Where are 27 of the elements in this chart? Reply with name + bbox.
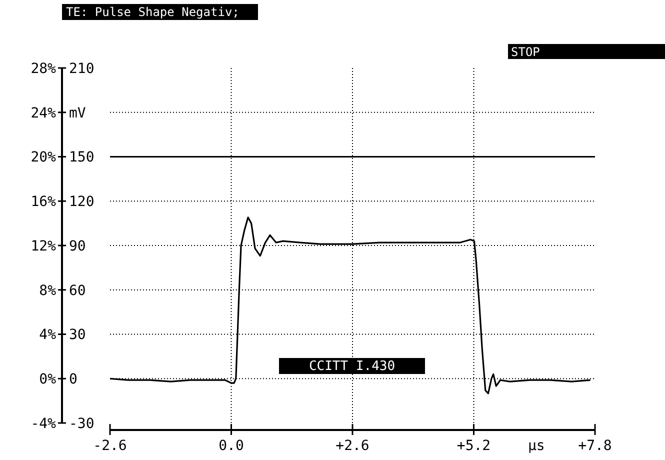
y-tick-label: 30 <box>69 327 86 344</box>
y2-tick-label: 20% <box>30 150 57 166</box>
text: STOP <box>511 45 540 59</box>
x-tick-label: +7.8 <box>578 438 612 454</box>
y-tick-label: 60 <box>69 282 86 299</box>
annotation: CCITT I.430 <box>308 359 396 374</box>
y2-tick-label: 8% <box>39 282 57 299</box>
y2-tick-label: 16% <box>30 194 57 210</box>
x-tick-label: 0.0 <box>218 438 244 454</box>
y2-tick-label: 0% <box>39 372 57 388</box>
y-tick-label: -30 <box>69 416 94 432</box>
y-tick-label: 120 <box>69 194 94 210</box>
y-tick-label: mV <box>69 105 86 122</box>
y2-tick-label: -4% <box>30 416 57 432</box>
x-tick-label: +2.6 <box>336 438 370 454</box>
y-tick-label: 90 <box>69 238 86 254</box>
y2-tick-label: 4% <box>39 327 57 344</box>
y-tick-label: 150 <box>69 150 94 166</box>
y-tick-label: 210 <box>69 60 94 77</box>
y-tick-label: 0 <box>69 372 78 388</box>
chart-title: TE: Pulse Shape Negativ; <box>66 5 240 19</box>
y2-tick-label: 24% <box>30 105 57 122</box>
x-tick-label: -2.6 <box>93 438 127 454</box>
y2-tick-label: 28% <box>30 60 57 77</box>
y2-tick-label: 12% <box>30 238 57 254</box>
x-axis-title: µs <box>528 438 545 454</box>
x-tick-label: +5.2 <box>456 438 491 454</box>
